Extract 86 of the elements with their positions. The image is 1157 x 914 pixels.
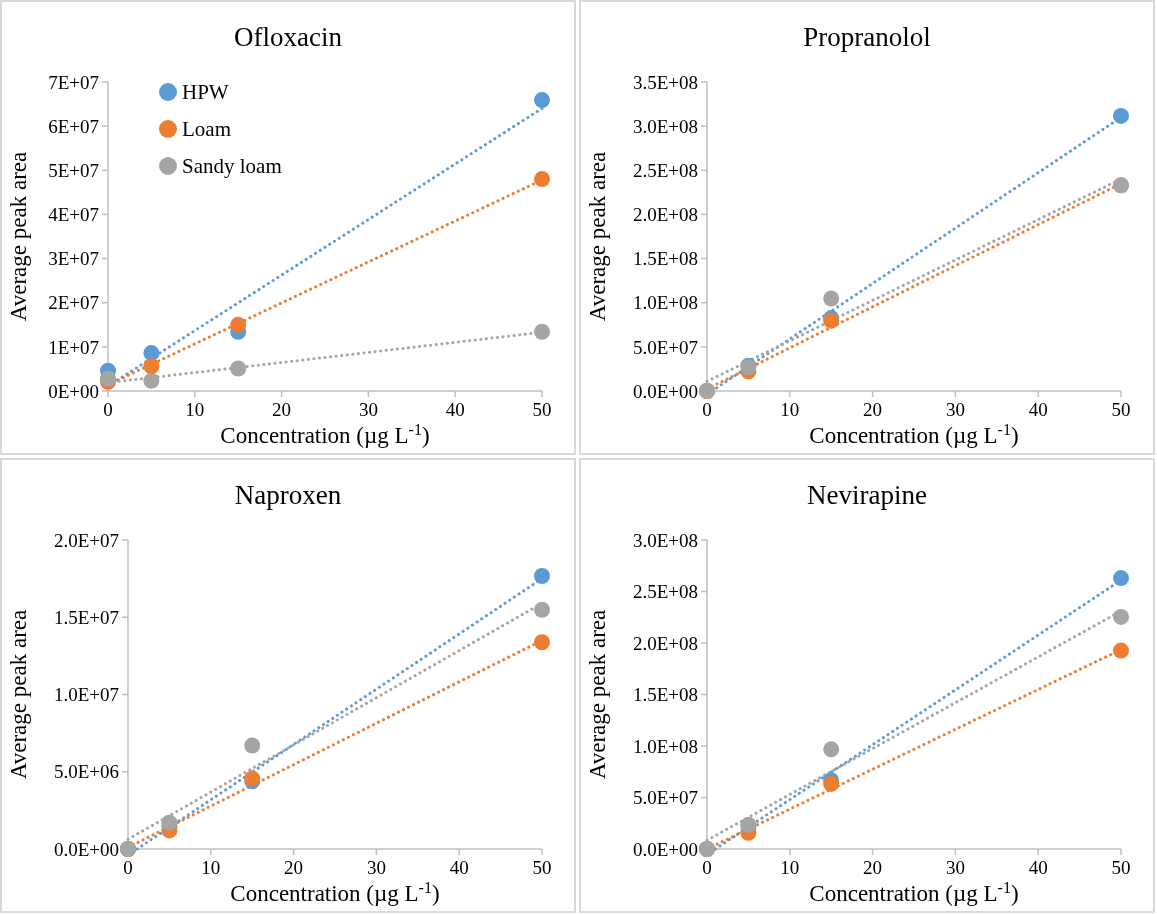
y-axis-title: Average peak area	[585, 151, 610, 322]
y-tick-label: 0E+00	[48, 380, 99, 402]
legend-label: HPW	[182, 80, 229, 105]
y-tick-label: 3.0E+08	[632, 529, 698, 551]
point	[534, 92, 550, 109]
y-tick-label: 0.0E+00	[632, 380, 698, 402]
point	[161, 814, 178, 831]
x-tick-label: 30	[945, 399, 965, 420]
y-tick-label: 2.5E+08	[632, 581, 698, 603]
x-tick-label: 10	[185, 399, 205, 420]
chart-title: Ofloxacin	[234, 22, 343, 52]
x-tick-label: 40	[445, 399, 465, 420]
x-tick-label: 50	[1111, 399, 1131, 420]
y-tick-label: 0.0E+00	[53, 838, 119, 860]
y-tick-label: 5.0E+06	[53, 761, 119, 783]
point	[1113, 642, 1129, 659]
y-tick-label: 2.0E+08	[632, 204, 698, 226]
x-tick-label: 30	[366, 857, 386, 878]
x-axis-title: Concentration (µg L$^{-1}$)	[809, 878, 1019, 906]
point	[230, 360, 247, 377]
y-tick-label: 5.0E+07	[632, 787, 698, 809]
y-tick-label: 1E+07	[48, 336, 99, 358]
point	[1113, 570, 1129, 587]
y-tick-label: 3.0E+08	[632, 115, 698, 137]
point	[230, 316, 247, 333]
point	[534, 171, 550, 188]
y-tick-label: 6E+07	[48, 115, 99, 137]
point	[534, 601, 550, 618]
x-tick-label: 10	[201, 857, 221, 878]
chart-title: Naproxen	[234, 480, 342, 510]
x-tick-label: 20	[863, 399, 883, 420]
y-tick-label: 2.0E+08	[632, 632, 698, 654]
x-tick-label: 10	[780, 857, 800, 878]
y-tick-label: 1.0E+07	[53, 684, 119, 706]
point	[143, 345, 160, 362]
y-tick-label: 2.5E+08	[632, 159, 698, 181]
point	[534, 323, 550, 340]
chart-title: Propranolol	[803, 22, 931, 52]
x-tick-label: 20	[284, 857, 304, 878]
y-tick-label: 5.0E+07	[632, 336, 698, 358]
y-tick-label: 1.5E+07	[53, 606, 119, 628]
x-axis-title: Concentration (µg L$^{-1}$)	[220, 420, 430, 448]
point	[1113, 608, 1129, 625]
legend-label: Sandy loam	[182, 154, 282, 179]
x-tick-label: 0	[702, 399, 712, 420]
y-axis-title: Average peak area	[585, 609, 610, 780]
y-tick-label: 7E+07	[48, 71, 99, 93]
legend-label: Loam	[182, 117, 231, 142]
x-tick-label: 50	[532, 857, 552, 878]
x-tick-label: 40	[1028, 857, 1048, 878]
x-tick-label: 50	[532, 399, 552, 420]
y-tick-label: 5E+07	[48, 159, 99, 181]
x-tick-label: 30	[358, 399, 378, 420]
y-tick-label: 2.0E+07	[53, 529, 119, 551]
x-tick-label: 40	[449, 857, 469, 878]
x-tick-label: 30	[945, 857, 965, 878]
x-tick-label: 0	[103, 399, 113, 420]
point	[534, 634, 550, 651]
y-tick-label: 3.5E+08	[632, 71, 698, 93]
y-tick-label: 1.5E+08	[632, 684, 698, 706]
x-tick-label: 0	[702, 857, 712, 878]
x-tick-label: 0	[123, 857, 133, 878]
chart-title: Nevirapine	[807, 480, 927, 510]
y-tick-label: 1.0E+08	[632, 735, 698, 757]
point	[534, 568, 550, 584]
point	[143, 372, 160, 389]
point	[244, 737, 261, 754]
point	[823, 290, 840, 307]
y-tick-label: 1.5E+08	[632, 248, 698, 270]
point	[1113, 107, 1129, 124]
x-axis-title: Concentration (µg L$^{-1}$)	[809, 420, 1019, 448]
y-tick-label: 4E+07	[48, 204, 99, 226]
x-tick-label: 20	[863, 857, 883, 878]
y-tick-label: 1.0E+08	[632, 292, 698, 314]
y-axis-title: Average peak area	[6, 151, 31, 322]
x-tick-label: 50	[1111, 857, 1131, 878]
y-axis-title: Average peak area	[6, 609, 31, 780]
y-tick-label: 0.0E+00	[632, 838, 698, 860]
x-tick-label: 10	[780, 399, 800, 420]
point	[823, 741, 840, 758]
y-tick-label: 2E+07	[48, 292, 99, 314]
x-axis-title: Concentration (µg L$^{-1}$)	[230, 878, 440, 906]
x-tick-label: 40	[1028, 399, 1048, 420]
y-tick-label: 3E+07	[48, 248, 99, 270]
point	[143, 358, 160, 375]
x-tick-label: 20	[272, 399, 292, 420]
